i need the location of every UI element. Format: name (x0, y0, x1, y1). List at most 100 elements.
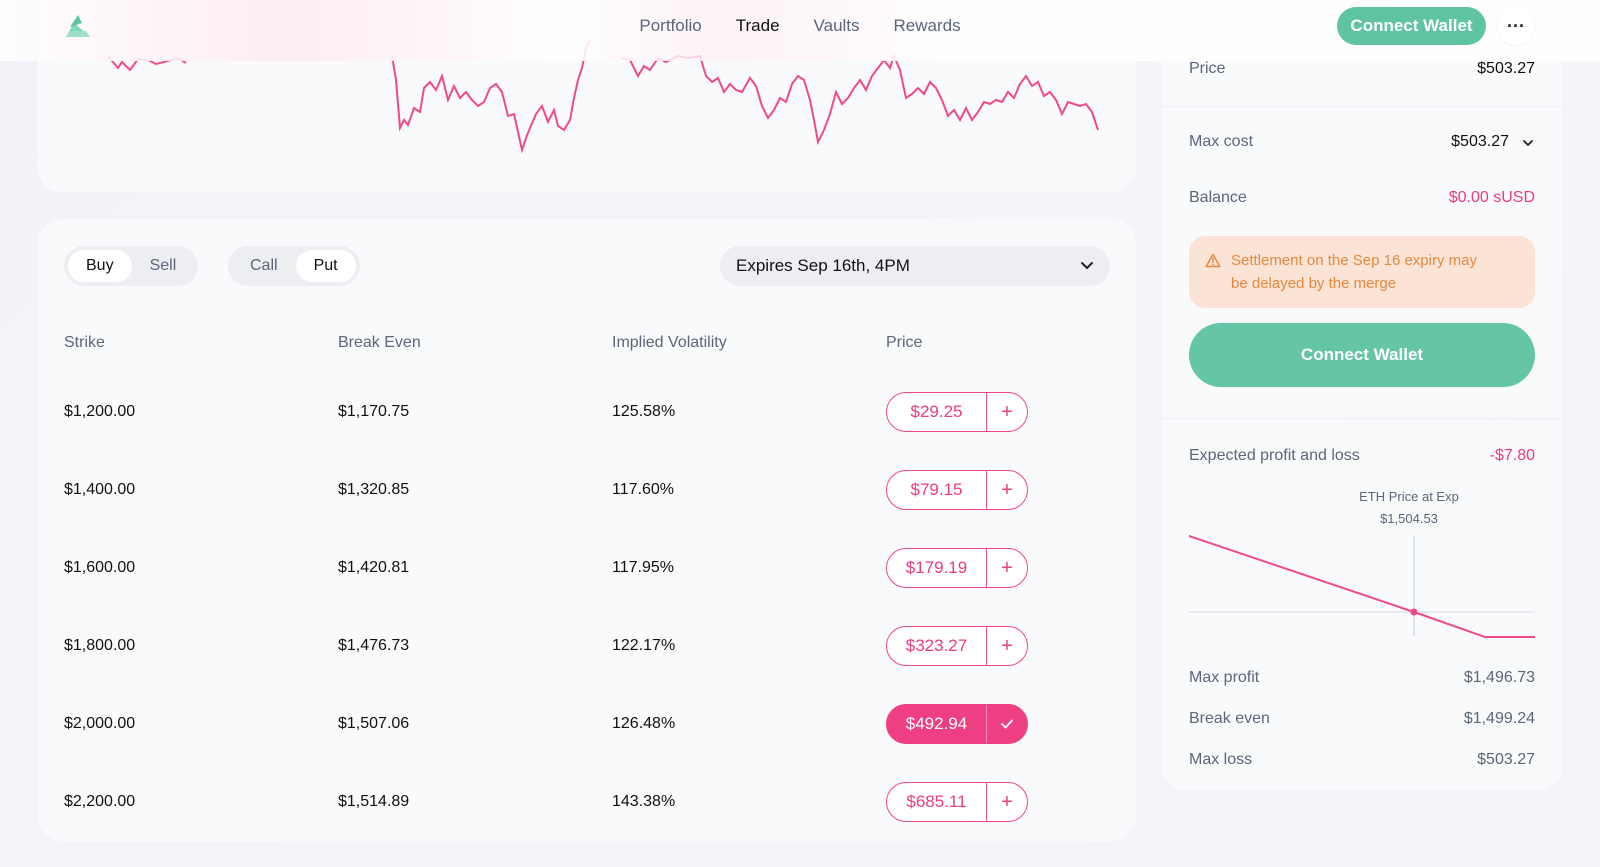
warning-triangle-icon (1205, 253, 1221, 268)
eth-price-value: $1,504.53 (1380, 511, 1438, 526)
nav-rewards[interactable]: Rewards (893, 16, 961, 35)
break-even-value: $1,499.24 (1463, 710, 1535, 727)
price-line-mid (391, 39, 591, 154)
pnl-label: Expected profit and loss (1189, 447, 1360, 464)
check-icon (987, 705, 1027, 743)
expiry-select[interactable]: Expires Sep 16th, 4PM (720, 246, 1110, 286)
current-price-marker (1410, 608, 1418, 616)
price-button[interactable]: $79.15 + (886, 470, 1028, 510)
strike-cell: $1,600.00 (64, 559, 136, 576)
break-even-label: Break even (1189, 710, 1270, 727)
strike-cell: $2,200.00 (64, 793, 136, 810)
expiry-label: Expires Sep 16th, 4PM (736, 256, 910, 275)
nav-trade[interactable]: Trade (735, 16, 780, 35)
buy-toggle-button[interactable]: Buy (68, 250, 132, 282)
trade-form-main: Max cost $503.27 Balance $0.00 sUSD Sett… (1162, 108, 1562, 417)
connect-wallet-main-button[interactable]: Connect Wallet (1189, 323, 1535, 387)
break-even-cell: $1,514.89 (338, 793, 410, 810)
more-menu-button[interactable]: ··· (1497, 7, 1535, 45)
sell-toggle-button[interactable]: Sell (132, 250, 195, 282)
call-toggle-button[interactable]: Call (232, 250, 296, 282)
max-cost-value: $503.27 (1451, 133, 1509, 150)
price-line-right (621, 53, 1099, 146)
table-row[interactable]: $1,600.00 $1,420.81 117.95% $179.19 + (64, 548, 1114, 588)
warning-text-line-2: be delayed by the merge (1231, 275, 1397, 292)
more-dots-icon: ··· (1507, 15, 1525, 36)
options-chain-card: Buy Sell Call Put Expires Sep 16th, 4PM … (38, 219, 1136, 841)
max-profit-row: Max profit $1,496.73 (1189, 669, 1535, 687)
break-even-cell: $1,170.75 (338, 403, 410, 420)
pnl-section: Expected profit and loss -$7.80 ETH Pric… (1162, 420, 1562, 791)
max-profit-label: Max profit (1189, 669, 1260, 686)
iv-cell: 122.17% (612, 637, 676, 654)
nav-portfolio[interactable]: Portfolio (639, 16, 702, 35)
payoff-line (1189, 535, 1535, 638)
strike-cell: $1,200.00 (64, 403, 136, 420)
strike-cell: $2,000.00 (64, 715, 136, 732)
max-cost-label: Max cost (1189, 133, 1254, 150)
price-value: $685.11 (887, 783, 987, 821)
header-implied-volatility: Implied Volatility (612, 334, 727, 351)
price-button[interactable]: $685.11 + (886, 782, 1028, 822)
break-even-cell: $1,507.06 (338, 715, 410, 732)
iv-cell: 117.95% (612, 559, 674, 576)
pnl-payoff-chart[interactable] (1189, 478, 1535, 638)
iv-cell: 117.60% (612, 481, 674, 498)
nav-vaults[interactable]: Vaults (813, 16, 860, 35)
price-value: $492.94 (887, 705, 987, 743)
plus-icon: + (1001, 634, 1013, 657)
pnl-value: -$7.80 (1489, 447, 1535, 464)
table-row[interactable]: $1,400.00 $1,320.85 117.60% $79.15 + (64, 470, 1114, 510)
max-cost-row[interactable]: Max cost $503.27 (1189, 133, 1535, 151)
header-break-even: Break Even (338, 334, 421, 351)
table-row[interactable]: $1,800.00 $1,476.73 122.17% $323.27 + (64, 626, 1114, 666)
plus-icon: + (1001, 790, 1013, 813)
price-value: $179.19 (887, 549, 987, 587)
header-price: Price (886, 334, 923, 351)
put-toggle-button[interactable]: Put (295, 250, 356, 282)
eth-price-at-expiry: ETH Price at Exp $1,504.53 (1319, 486, 1499, 530)
break-even-cell: $1,320.85 (338, 481, 410, 498)
buy-sell-toggle: Buy Sell (64, 246, 199, 286)
break-even-cell: $1,476.73 (338, 637, 410, 654)
max-profit-value: $1,496.73 (1463, 669, 1535, 686)
iv-cell: 126.48% (612, 715, 676, 732)
max-loss-value: $503.27 (1477, 751, 1535, 768)
table-row-selected[interactable]: $2,000.00 $1,507.06 126.48% $492.94 (64, 704, 1114, 744)
chevron-down-icon (1081, 262, 1093, 269)
merge-warning-banner: Settlement on the Sep 16 expiry may be d… (1189, 236, 1535, 308)
table-row[interactable]: $2,200.00 $1,514.89 143.38% $685.11 + (64, 782, 1114, 822)
max-loss-row: Max loss $503.27 (1189, 751, 1535, 769)
connect-wallet-button[interactable]: Connect Wallet (1337, 7, 1486, 45)
break-even-cell: $1,420.81 (338, 559, 410, 576)
strike-cell: $1,400.00 (64, 481, 136, 498)
price-label: Price (1189, 60, 1226, 77)
chevron-down-icon[interactable] (1521, 136, 1535, 150)
eth-price-label: ETH Price at Exp (1359, 489, 1459, 504)
plus-icon: + (1001, 556, 1013, 579)
price-button[interactable]: $29.25 + (886, 392, 1028, 432)
balance-row: Balance $0.00 sUSD (1189, 189, 1535, 207)
lyra-logo-icon[interactable] (64, 13, 92, 39)
price-row: Price $503.27 (1189, 60, 1535, 78)
max-loss-label: Max loss (1189, 751, 1253, 768)
iv-cell: 125.58% (612, 403, 676, 420)
break-even-row: Break even $1,499.24 (1189, 710, 1535, 728)
price-button[interactable]: $179.19 + (886, 548, 1028, 588)
price-value: $323.27 (887, 627, 987, 665)
price-value: $79.15 (887, 471, 987, 509)
header-strike: Strike (64, 334, 105, 351)
main-nav: Portfolio Trade Vaults Rewards (0, 0, 1600, 52)
price-value: $29.25 (887, 393, 987, 431)
plus-icon: + (1001, 400, 1013, 423)
top-navigation-bar: Portfolio Trade Vaults Rewards Connect W… (0, 0, 1600, 61)
iv-cell: 143.38% (612, 793, 676, 810)
table-row[interactable]: $1,200.00 $1,170.75 125.58% $29.25 + (64, 392, 1114, 432)
price-button-selected[interactable]: $492.94 (886, 704, 1028, 744)
strike-cell: $1,800.00 (64, 637, 136, 654)
plus-icon: + (1001, 478, 1013, 501)
balance-label: Balance (1189, 189, 1247, 206)
call-put-toggle: Call Put (228, 246, 360, 286)
balance-value: $0.00 sUSD (1448, 189, 1535, 206)
price-button[interactable]: $323.27 + (886, 626, 1028, 666)
